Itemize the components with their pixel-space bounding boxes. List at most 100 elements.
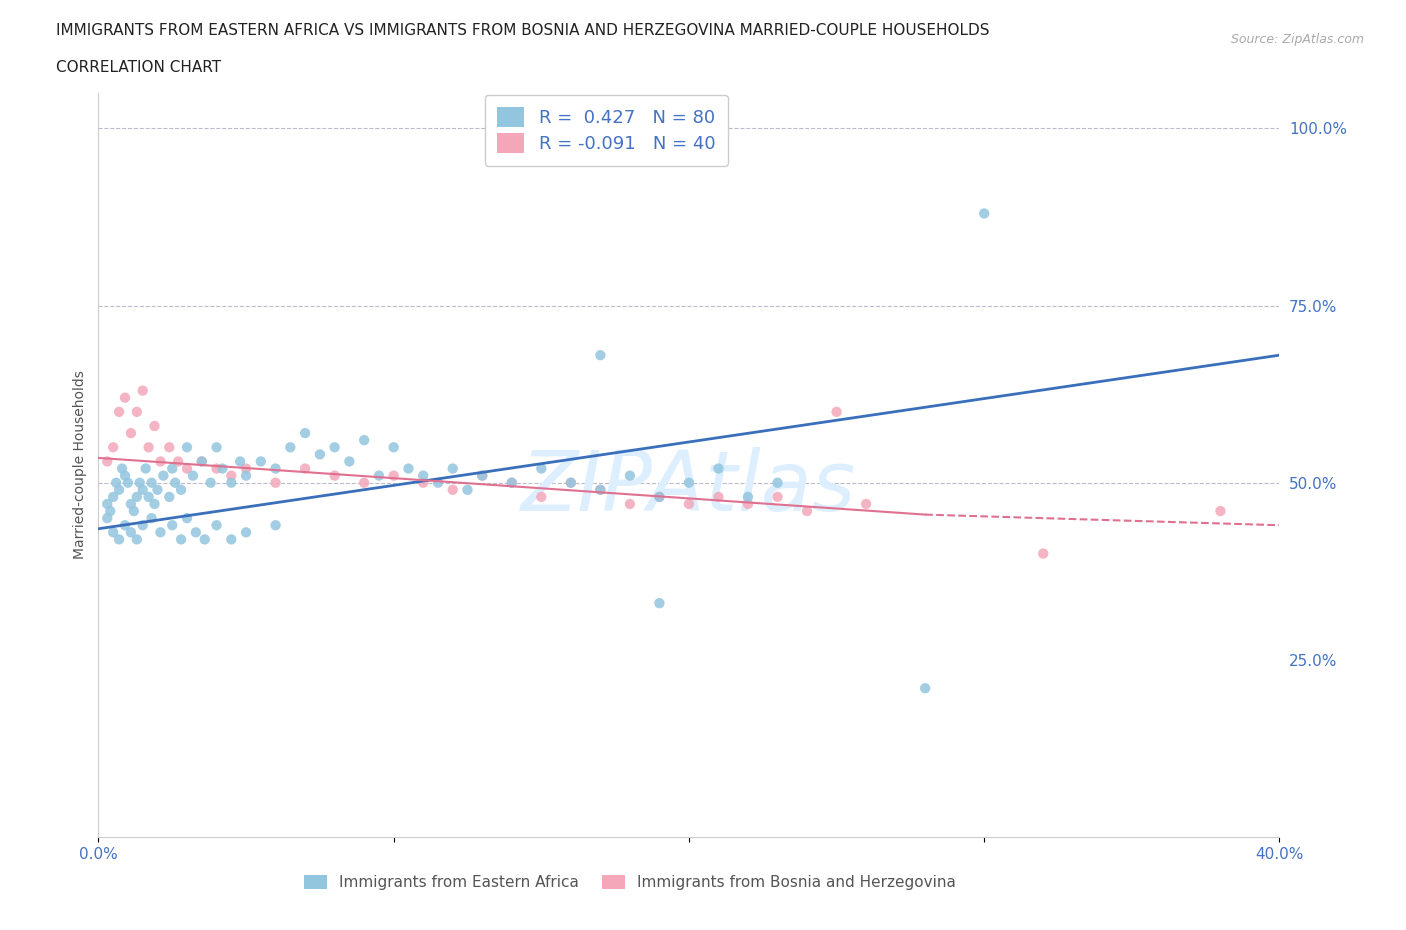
Point (146, 483, 169, 498)
Point (501, 475, 523, 490)
Point (125, 489, 148, 504)
Point (120, 497, 142, 512)
Text: ZIPAtlas: ZIPAtlas (522, 446, 856, 528)
Point (170, 532, 193, 547)
Point (149, 525, 172, 539)
Point (619, 468, 641, 483)
Point (589, 483, 612, 498)
Point (323, 468, 346, 483)
Point (264, 518, 287, 533)
Point (530, 489, 553, 504)
Point (191, 454, 214, 469)
Point (132, 518, 155, 533)
Point (162, 518, 183, 533)
Point (337, 454, 360, 469)
Point (235, 468, 257, 483)
Point (396, 461, 419, 476)
Point (152, 468, 174, 483)
Point (501, 475, 523, 490)
Point (125, 532, 148, 547)
Point (825, 405, 848, 419)
Point (707, 489, 730, 504)
Point (589, 348, 612, 363)
Point (235, 461, 257, 476)
Point (103, 440, 125, 455)
Point (108, 532, 131, 547)
Point (191, 454, 214, 469)
Point (229, 454, 252, 469)
Text: Source: ZipAtlas.com: Source: ZipAtlas.com (1230, 33, 1364, 46)
Point (114, 468, 136, 483)
Point (108, 483, 131, 498)
Point (149, 454, 172, 469)
Y-axis label: Married-couple Households: Married-couple Households (73, 370, 87, 560)
Text: CORRELATION CHART: CORRELATION CHART (56, 60, 221, 75)
Point (96, 454, 118, 469)
Point (353, 475, 375, 490)
Point (471, 468, 494, 483)
Point (796, 504, 818, 519)
Point (382, 440, 405, 455)
Point (264, 461, 287, 476)
Point (170, 483, 193, 498)
Point (138, 440, 160, 455)
Point (167, 454, 190, 469)
Point (122, 504, 145, 519)
Point (114, 391, 136, 405)
Point (1209, 504, 1232, 519)
Point (278, 440, 302, 455)
Point (412, 468, 434, 483)
Point (219, 475, 242, 490)
Point (648, 489, 671, 504)
Point (678, 475, 700, 490)
Point (141, 511, 163, 525)
Point (205, 461, 228, 476)
Point (128, 475, 150, 490)
Point (382, 468, 405, 483)
Point (120, 426, 142, 441)
Point (914, 681, 936, 696)
Point (441, 483, 464, 498)
Point (309, 447, 332, 462)
Point (456, 483, 478, 498)
Point (132, 483, 155, 498)
Point (143, 418, 166, 433)
Point (707, 461, 730, 476)
Point (250, 454, 273, 469)
Point (96, 497, 118, 512)
Point (176, 440, 198, 455)
Point (125, 405, 148, 419)
Point (264, 475, 287, 490)
Point (1032, 546, 1054, 561)
Point (219, 532, 242, 547)
Point (530, 461, 553, 476)
Point (103, 489, 125, 504)
Point (678, 497, 700, 512)
Point (96, 511, 118, 525)
Point (560, 475, 582, 490)
Point (766, 475, 789, 490)
Point (294, 426, 316, 441)
Point (162, 461, 183, 476)
Point (138, 489, 160, 504)
Point (108, 405, 131, 419)
Point (737, 489, 759, 504)
Point (412, 475, 434, 490)
Point (211, 461, 233, 476)
Point (105, 475, 128, 490)
Point (323, 440, 346, 455)
Point (141, 475, 163, 490)
Point (120, 525, 142, 539)
Text: IMMIGRANTS FROM EASTERN AFRICA VS IMMIGRANTS FROM BOSNIA AND HERZEGOVINA MARRIED: IMMIGRANTS FROM EASTERN AFRICA VS IMMIGR… (56, 23, 990, 38)
Point (560, 475, 582, 490)
Point (165, 475, 187, 490)
Point (589, 483, 612, 498)
Point (135, 461, 157, 476)
Point (353, 432, 375, 447)
Point (157, 440, 180, 455)
Point (766, 489, 789, 504)
Point (235, 525, 257, 539)
Point (111, 461, 134, 476)
Point (98, 504, 121, 519)
Point (619, 497, 641, 512)
